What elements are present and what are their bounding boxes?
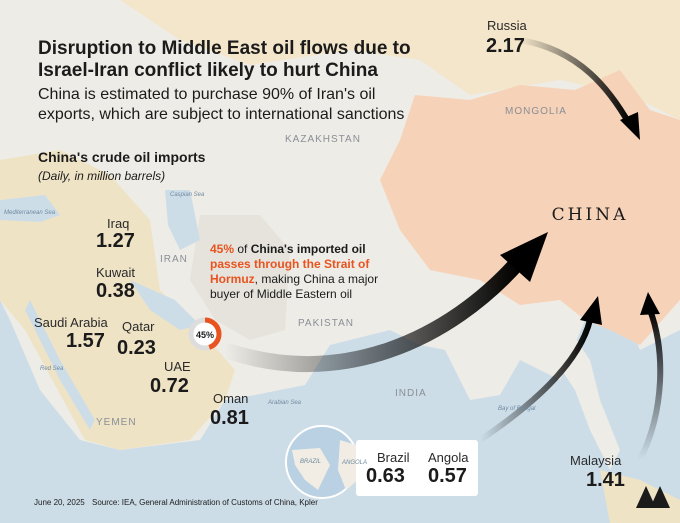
donut-label: 45% <box>196 330 214 340</box>
country-value: 1.57 <box>66 330 105 352</box>
map-label: INDIA <box>395 388 427 399</box>
annotation-part: China's imported oil <box>251 242 366 256</box>
country-value: 0.23 <box>117 337 156 359</box>
annotation: buyer of Middle Eastern oil <box>210 287 352 301</box>
country-value: 0.63 <box>366 465 405 487</box>
map-label: Bay of Bengal <box>498 406 536 412</box>
annotation: passes through the Strait of <box>210 257 370 271</box>
country-name: Angola <box>428 450 469 465</box>
country-name: Oman <box>213 391 248 406</box>
annotation-part: passes through the Strait of <box>210 257 370 271</box>
annotation-part: of <box>234 242 251 256</box>
country-value: 0.72 <box>150 375 189 397</box>
country-value: 0.38 <box>96 280 135 302</box>
caspian <box>165 190 200 250</box>
subtitle: China is estimated to purchase 90% of Ir… <box>38 86 375 103</box>
country-name: Iraq <box>107 216 129 231</box>
map-label: YEMEN <box>96 417 137 428</box>
mediterranean <box>0 195 60 222</box>
globe-africa <box>338 440 358 490</box>
arrow-malaysia <box>637 308 664 462</box>
map-label: IRAN <box>160 254 188 265</box>
country-value: 0.81 <box>210 407 249 429</box>
footer-date: June 20, 2025 <box>34 498 85 507</box>
russia <box>120 0 680 120</box>
title: Israel-Iran conflict likely to hurt Chin… <box>38 60 378 81</box>
malaysia <box>600 470 680 523</box>
title: Disruption to Middle East oil flows due … <box>38 38 411 59</box>
annotation: Hormuz, making China a major <box>210 272 378 286</box>
annotation-part: , making China a major <box>255 272 378 286</box>
map-label: Mediterranean Sea <box>4 210 56 216</box>
subtitle: exports, which are subject to internatio… <box>38 106 404 123</box>
arrow-gulf <box>222 254 527 372</box>
country-name: Kuwait <box>96 265 135 280</box>
country-value: 1.41 <box>586 469 625 491</box>
map-label: PAKISTAN <box>298 318 354 329</box>
section-title: China's crude oil imports <box>38 149 206 165</box>
china-label: CHINA <box>552 205 629 225</box>
annotation-part: buyer of Middle Eastern oil <box>210 287 352 301</box>
unit-note: (Daily, in million barrels) <box>38 169 165 183</box>
globe-americas <box>292 448 330 490</box>
logo <box>636 486 670 508</box>
map-label: MONGOLIA <box>505 106 567 117</box>
country-name: Malaysia <box>570 453 622 468</box>
map-label: Arabian Sea <box>267 400 302 406</box>
country-value: 0.57 <box>428 465 467 487</box>
arrow-russia <box>519 37 633 127</box>
country-name: Qatar <box>122 319 155 334</box>
southeast-asia <box>540 310 620 470</box>
footer-source: Source: IEA, General Administration of C… <box>92 498 318 507</box>
info-box <box>356 440 478 496</box>
map-label: ANGOLA <box>341 460 367 466</box>
annotation: 45% of China's imported oil <box>210 242 366 256</box>
donut-share <box>188 317 222 351</box>
country-name: UAE <box>164 359 191 374</box>
country-value: 1.27 <box>96 230 135 252</box>
arrowhead <box>500 232 548 282</box>
map-label: BRAZIL <box>300 459 321 465</box>
persian-gulf <box>130 280 200 330</box>
country-name: Russia <box>487 18 528 33</box>
country-value: 2.17 <box>486 35 525 57</box>
iran <box>190 215 290 340</box>
arrowhead <box>640 292 660 315</box>
annotation-part: 45% <box>210 242 234 256</box>
red-sea <box>25 300 95 430</box>
china <box>380 70 680 345</box>
arrowhead <box>620 112 640 140</box>
country-name: Saudi Arabia <box>34 315 108 330</box>
map-label: KAZAKHSTAN <box>285 134 361 145</box>
arrowhead <box>580 296 602 325</box>
map-label: Red Sea <box>40 366 64 372</box>
annotation-part: Hormuz <box>210 272 255 286</box>
arrow-africa <box>478 319 593 443</box>
country-name: Brazil <box>377 450 410 465</box>
map-label: Caspian Sea <box>170 192 205 198</box>
